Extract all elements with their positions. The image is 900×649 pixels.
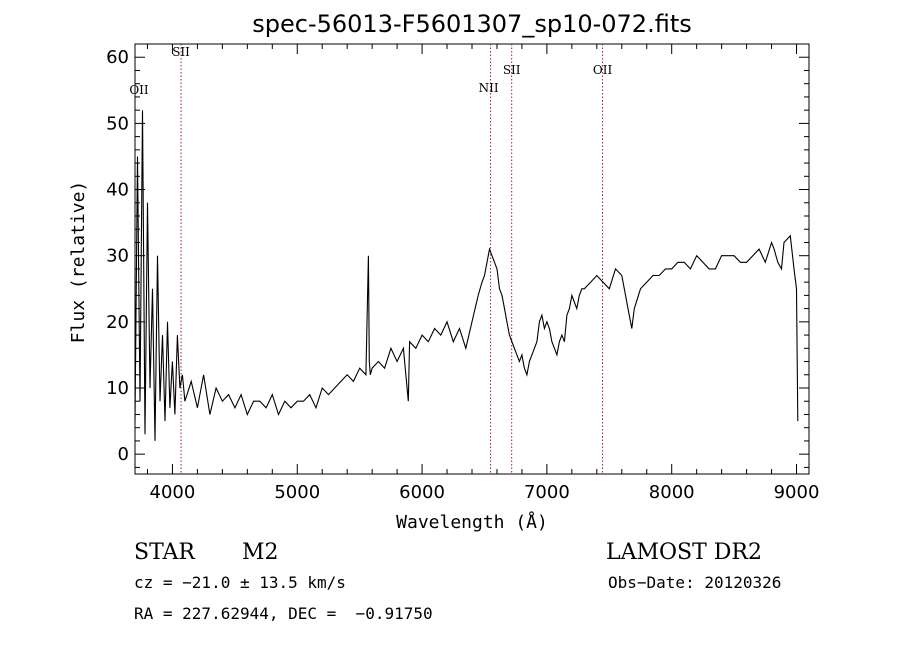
- x-tick-label: 9000: [774, 482, 820, 503]
- x-tick-label: 8000: [649, 482, 695, 503]
- coords-text: RA = 227.62944, DEC = −0.91750: [134, 604, 433, 623]
- x-axis-label: Wavelength (Å): [396, 511, 548, 533]
- x-tick-label: 7000: [524, 482, 570, 503]
- y-tick-label: 20: [106, 312, 129, 333]
- spectrum-series: [134, 110, 799, 441]
- emission-lines: SII NII SII OII OII: [129, 44, 612, 474]
- emission-line-label: SII: [503, 63, 521, 77]
- y-tick-label: 50: [106, 113, 129, 134]
- obs-date-text: Obs−Date: 20120326: [608, 573, 782, 592]
- spectrum-line: [134, 110, 799, 441]
- object-subclass: M2: [242, 540, 279, 565]
- y-tick-label: 10: [106, 378, 129, 399]
- emission-line-label: OII: [129, 83, 149, 97]
- object-class: STAR: [134, 540, 195, 565]
- y-axis-label: Flux (relative): [68, 181, 89, 344]
- x-tick-label: 5000: [274, 482, 320, 503]
- emission-line-label: SII: [172, 45, 190, 59]
- emission-line-label: OII: [593, 63, 613, 77]
- axis-ticks: 4000 5000 6000 7000 8000 9000 0 10 20 30 40 50 60: [106, 43, 820, 503]
- y-tick-label: 0: [118, 444, 129, 465]
- emission-line-label: NII: [479, 81, 499, 95]
- chart-title: spec-56013-F5601307_sp10-072.fits: [252, 10, 691, 38]
- survey-name: LAMOST DR2: [606, 540, 762, 565]
- plot-frame: [134, 43, 810, 475]
- y-tick-label: 40: [106, 180, 129, 201]
- x-tick-label: 4000: [150, 482, 196, 503]
- velocity-text: cz = −21.0 ± 13.5 km/s: [134, 573, 346, 592]
- y-tick-label: 60: [106, 47, 129, 68]
- y-tick-label: 30: [106, 246, 129, 267]
- x-tick-label: 6000: [399, 482, 445, 503]
